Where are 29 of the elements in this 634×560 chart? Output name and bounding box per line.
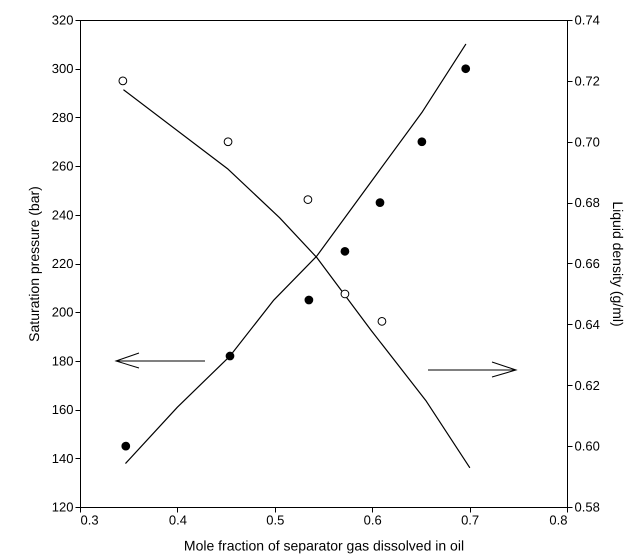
y2-tick-label: 0.74 [574,12,600,28]
x-tick-label: 0.5 [266,512,284,528]
y2-tick-label: 0.64 [574,316,600,332]
y-tick-label: 320 [52,12,74,28]
x-tick-label: 0.4 [168,512,187,528]
y-tick-label: 200 [52,304,74,320]
y2-tick-label: 0.58 [574,500,600,514]
y-tick-label: 220 [52,256,74,271]
y-tick-label: 280 [52,110,74,125]
y-tick-label: 180 [52,353,74,368]
y-tick-label: 160 [52,402,74,418]
y2-axis-title: Liquid density (g/ml) [610,201,626,327]
x-tick-label: 0.3 [80,512,99,528]
y-tick-label: 120 [52,500,74,514]
y-tick-label: 240 [52,207,74,222]
y2-tick-label: 0.70 [574,134,600,150]
y-tick-label: 300 [52,61,74,76]
x-tick-label: 0.8 [549,512,568,528]
x-axis-title: Mole fraction of separator gas dissolved in oil [184,538,464,554]
y2-tick-label: 0.60 [574,438,600,454]
y2-tick-label: 0.72 [574,73,600,88]
y-tick-label: 260 [52,158,74,174]
x-tick-label: 0.6 [364,512,382,528]
y2-tick-label: 0.62 [574,378,600,393]
y2-tick-label: 0.68 [574,195,600,210]
y2-tick-label: 0.66 [574,256,600,271]
y-tick-label: 140 [52,450,74,466]
y-axis-title: Saturation pressure (bar) [26,186,42,342]
x-tick-label: 0.7 [461,512,480,528]
